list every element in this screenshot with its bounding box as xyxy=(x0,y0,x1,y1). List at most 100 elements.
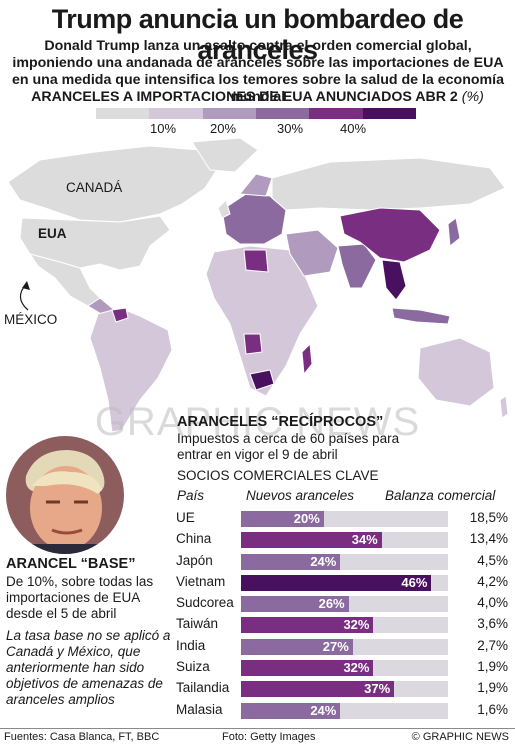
canada-label: CANADÁ xyxy=(66,180,123,195)
table-row: Vietnam 46% 4,2% xyxy=(174,572,508,593)
col-header-tariff: Nuevos aranceles xyxy=(246,488,355,503)
country-name: Taiwán xyxy=(176,616,219,632)
trade-balance-value: 4,2% xyxy=(477,573,508,589)
country-name: Tailandia xyxy=(176,680,230,696)
base-tariff-note: La tasa base no se aplicó a Canadá y Méx… xyxy=(6,628,171,707)
bar-track: 20% xyxy=(241,511,448,527)
trade-balance-value: 4,5% xyxy=(477,552,508,568)
tariff-bar: 26% xyxy=(241,596,349,613)
bar-track: 46% xyxy=(241,574,448,591)
tariff-bar: 27% xyxy=(241,638,353,655)
tariff-bar: 34% xyxy=(241,532,382,549)
legend-title-text: ARANCELES A IMPORTACIONES DE EUA ANUNCIA… xyxy=(31,89,458,105)
legend-tick: 40% xyxy=(339,121,367,136)
tariff-value-label: 20% xyxy=(293,511,320,526)
partners-title: SOCIOS COMERCIALES CLAVE xyxy=(177,468,379,483)
country-name: Japón xyxy=(176,552,213,568)
tariff-value-label: 27% xyxy=(322,638,349,654)
new-zealand-shape xyxy=(499,395,509,419)
legend-title: ARANCELES A IMPORTACIONES DE EUA ANUNCIA… xyxy=(0,89,515,105)
reciprocal-description: Impuestos a cerca de 60 países para entr… xyxy=(177,431,400,462)
tariff-value-label: 46% xyxy=(401,574,428,590)
tariff-bar-chart: UE 20% 18,5% China 34% 13,4% Japón 24% 4,5% Vietn… xyxy=(174,508,508,721)
tariff-bar: 20% xyxy=(241,511,324,527)
bar-track: 26% xyxy=(241,596,448,613)
indonesia-shape xyxy=(391,307,451,325)
canada-shape xyxy=(7,145,219,223)
angola-shape xyxy=(243,333,263,355)
venezuela-shape xyxy=(111,307,129,323)
trade-balance-value: 4,0% xyxy=(477,595,508,611)
legend-unit: (%) xyxy=(461,89,484,105)
legend-swatch xyxy=(96,108,150,119)
legend-swatch xyxy=(362,108,416,119)
trade-balance-value: 1,9% xyxy=(477,680,508,696)
bar-track: 37% xyxy=(241,681,448,698)
trade-balance-value: 1,9% xyxy=(477,659,508,675)
trade-balance-value: 2,7% xyxy=(477,637,508,653)
bar-track: 27% xyxy=(241,638,448,655)
tariff-value-label: 24% xyxy=(310,553,337,569)
legend-tick: 30% xyxy=(276,121,304,136)
photo-credit: Foto: Getty Images xyxy=(222,731,316,743)
legend-tick: 10% xyxy=(149,121,177,136)
bar-track: 32% xyxy=(241,660,448,677)
country-name: Suiza xyxy=(176,659,210,675)
country-name: Vietnam xyxy=(176,573,226,589)
tariff-bar: 32% xyxy=(241,617,374,634)
australia-shape xyxy=(417,337,495,407)
tariff-value-label: 37% xyxy=(364,681,391,697)
col-header-balance: Balanza comercial xyxy=(385,488,496,503)
tariff-bar: 37% xyxy=(241,681,395,698)
legend-swatch xyxy=(255,108,310,119)
country-name: Malasia xyxy=(176,701,223,717)
mexico-label: MÉXICO xyxy=(4,312,58,327)
table-row: India 27% 2,7% xyxy=(174,636,508,657)
base-tariff-title: ARANCEL “BASE” xyxy=(6,556,136,572)
sources: Fuentes: Casa Blanca, FT, BBC xyxy=(4,731,160,743)
southern-africa-shape xyxy=(249,369,275,391)
table-row: Malasia 24% 1,6% xyxy=(174,700,508,721)
trade-balance-value: 1,6% xyxy=(477,701,508,717)
col-header-country: País xyxy=(177,488,205,503)
bar-track: 24% xyxy=(241,702,448,719)
japan-shape xyxy=(447,217,461,247)
trump-photo xyxy=(6,436,124,554)
scandinavia-shape xyxy=(239,173,273,197)
country-name: Sudcorea xyxy=(176,595,234,611)
footer-divider xyxy=(0,728,515,729)
southeast-asia-shape xyxy=(381,259,407,301)
page-title: Trump anuncia un bombardeo de aranceles xyxy=(51,4,464,65)
tariff-value-label: 32% xyxy=(343,660,370,676)
watermark: GRAPHIC NEWS xyxy=(94,400,421,444)
greenland-shape xyxy=(191,138,259,173)
usa-label: EUA xyxy=(38,226,67,241)
table-row: Japón 24% 4,5% xyxy=(174,551,508,572)
libya-shape xyxy=(243,249,269,273)
tariff-bar: 46% xyxy=(241,574,432,591)
country-name: India xyxy=(176,637,206,653)
tariff-value-label: 34% xyxy=(351,532,378,548)
legend-color-scale xyxy=(96,108,416,119)
table-row: Sudcorea 26% 4,0% xyxy=(174,593,508,614)
world-map xyxy=(7,138,509,433)
tariff-bar: 24% xyxy=(241,553,341,570)
tariff-value-label: 24% xyxy=(310,702,337,718)
russia-shape xyxy=(271,157,506,211)
trade-balance-value: 13,4% xyxy=(469,531,508,547)
table-row: Suiza 32% 1,9% xyxy=(174,657,508,678)
table-row: Tailandia 37% 1,9% xyxy=(174,678,508,699)
table-row: UE 20% 18,5% xyxy=(174,508,508,529)
table-row: Taiwán 32% 3,6% xyxy=(174,614,508,635)
country-name: China xyxy=(176,531,212,547)
legend-swatch xyxy=(309,108,363,119)
south-america-shape xyxy=(89,307,173,433)
base-tariff-description: De 10%, sobre todas las importaciones de… xyxy=(6,574,154,621)
country-name: UE xyxy=(176,510,195,525)
copyright: © GRAPHIC NEWS xyxy=(411,731,509,743)
legend-swatch xyxy=(149,108,203,119)
bar-track: 34% xyxy=(241,532,448,549)
china-shape xyxy=(339,207,441,263)
legend-tick: 20% xyxy=(209,121,237,136)
legend-swatch xyxy=(202,108,256,119)
